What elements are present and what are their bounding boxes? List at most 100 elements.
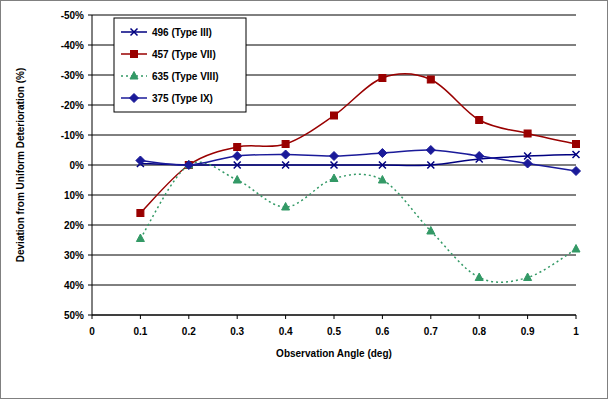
series-marker bbox=[233, 152, 242, 161]
x-tick bbox=[527, 315, 528, 319]
series-marker bbox=[378, 149, 387, 158]
series-marker bbox=[137, 210, 144, 217]
grid-line bbox=[92, 285, 576, 286]
y-tick-label: 10% bbox=[64, 190, 84, 201]
series-marker bbox=[523, 159, 532, 168]
series-marker bbox=[331, 162, 338, 169]
chart: -50%-40%-30%-20%-10%0%10%20%30%40%50%00.… bbox=[0, 0, 608, 399]
y-tick-label: 30% bbox=[64, 250, 84, 261]
series-marker bbox=[136, 234, 144, 242]
series-line bbox=[140, 150, 576, 171]
grid-line bbox=[92, 135, 576, 136]
x-tick-label: 0.2 bbox=[182, 326, 196, 337]
series-marker bbox=[234, 144, 241, 151]
y-tick-label: 40% bbox=[64, 280, 84, 291]
x-tick bbox=[479, 315, 480, 319]
series-marker bbox=[233, 176, 241, 184]
series-marker bbox=[427, 227, 435, 235]
x-tick-label: 0.3 bbox=[230, 326, 244, 337]
y-tick bbox=[88, 75, 92, 76]
legend-label: 635 (Type VIII) bbox=[152, 71, 219, 82]
series-line bbox=[140, 162, 576, 282]
x-tick-label: 0.9 bbox=[521, 326, 535, 337]
x-tick bbox=[334, 315, 335, 319]
legend: 496 (Type III) 457 (Type VII) 635 (Type VI… bbox=[114, 18, 246, 112]
y-tick-label: -40% bbox=[61, 40, 84, 51]
series-marker bbox=[330, 174, 338, 182]
y-tick-label: -10% bbox=[61, 130, 84, 141]
legend-label: 375 (Type IX) bbox=[152, 93, 213, 104]
series-marker bbox=[524, 273, 532, 281]
series-marker bbox=[234, 162, 241, 169]
series-marker bbox=[281, 150, 290, 159]
series-marker bbox=[573, 151, 580, 158]
x-tick bbox=[140, 315, 141, 319]
legend-label: 457 (Type VII) bbox=[152, 49, 216, 60]
series-marker bbox=[426, 146, 435, 155]
y-tick bbox=[88, 225, 92, 226]
x-tick-label: 0 bbox=[89, 326, 95, 337]
y-tick bbox=[88, 195, 92, 196]
y-axis-title: Deviation from Uniform Deterioration (%) bbox=[15, 68, 26, 262]
x-tick bbox=[92, 315, 93, 319]
series-marker bbox=[282, 203, 290, 211]
series-marker bbox=[572, 167, 581, 176]
grid-line bbox=[92, 225, 576, 226]
x-axis bbox=[92, 315, 576, 316]
x-tick-label: 0.5 bbox=[327, 326, 341, 337]
legend-marker bbox=[131, 29, 138, 36]
legend-marker bbox=[131, 51, 138, 58]
x-tick-label: 1 bbox=[573, 326, 579, 337]
series-marker bbox=[427, 162, 434, 169]
y-tick bbox=[88, 15, 92, 16]
series-marker bbox=[476, 117, 483, 124]
series-marker bbox=[573, 141, 580, 148]
series-marker bbox=[282, 141, 289, 148]
x-tick bbox=[576, 315, 577, 319]
x-axis-title: Observation Angle (deg) bbox=[276, 348, 392, 359]
legend-marker bbox=[130, 94, 139, 103]
y-tick bbox=[88, 315, 92, 316]
grid-line bbox=[92, 315, 576, 316]
series-marker bbox=[184, 161, 193, 170]
series-marker bbox=[572, 245, 580, 253]
legend-marker bbox=[130, 72, 138, 80]
series-marker bbox=[185, 162, 192, 169]
series-marker bbox=[475, 273, 483, 281]
series-marker bbox=[378, 176, 386, 184]
x-tick bbox=[237, 315, 238, 319]
y-tick-label: 0% bbox=[70, 160, 85, 171]
x-tick-label: 0.4 bbox=[279, 326, 293, 337]
x-tick bbox=[382, 315, 383, 319]
y-tick-label: -20% bbox=[61, 100, 84, 111]
series-marker bbox=[331, 112, 338, 119]
y-tick bbox=[88, 165, 92, 166]
x-tick bbox=[430, 315, 431, 319]
series-marker bbox=[136, 156, 145, 165]
x-tick bbox=[285, 315, 286, 319]
series-marker bbox=[427, 76, 434, 83]
y-tick bbox=[88, 45, 92, 46]
series-marker bbox=[282, 162, 289, 169]
x-tick bbox=[188, 315, 189, 319]
y-tick-label: -50% bbox=[61, 10, 84, 21]
y-tick-label: -30% bbox=[61, 70, 84, 81]
y-tick bbox=[88, 285, 92, 286]
x-tick-label: 0.1 bbox=[133, 326, 147, 337]
series-marker bbox=[330, 152, 339, 161]
grid-line bbox=[92, 15, 576, 16]
series-marker bbox=[379, 75, 386, 82]
x-tick-label: 0.6 bbox=[375, 326, 389, 337]
series-marker bbox=[524, 130, 531, 137]
series-marker bbox=[475, 152, 484, 161]
y-tick bbox=[88, 135, 92, 136]
series-line bbox=[140, 74, 576, 213]
grid-line bbox=[92, 255, 576, 256]
y-tick bbox=[88, 255, 92, 256]
y-axis bbox=[92, 15, 93, 315]
series-marker bbox=[379, 162, 386, 169]
y-tick bbox=[88, 105, 92, 106]
y-tick-label: 20% bbox=[64, 220, 84, 231]
x-tick-label: 0.7 bbox=[424, 326, 438, 337]
legend-label: 496 (Type III) bbox=[152, 27, 212, 38]
